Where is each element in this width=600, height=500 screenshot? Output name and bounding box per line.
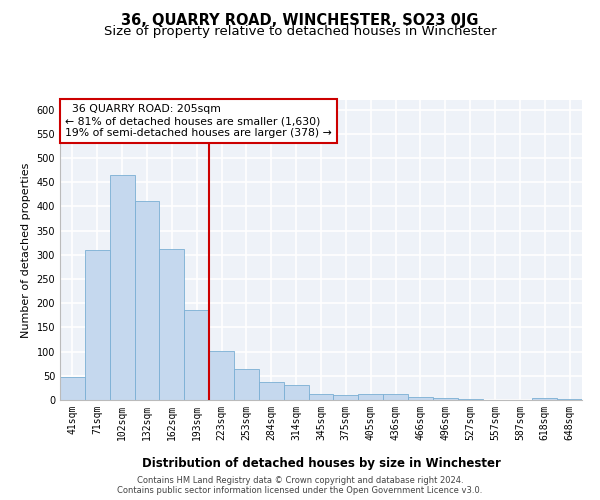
- Bar: [85, 250, 110, 400]
- Y-axis label: Number of detached properties: Number of detached properties: [21, 162, 31, 338]
- Text: Distribution of detached houses by size in Winchester: Distribution of detached houses by size …: [142, 458, 500, 470]
- Bar: [532, 398, 557, 400]
- Bar: [433, 398, 458, 400]
- Bar: [383, 394, 408, 400]
- Bar: [259, 382, 284, 400]
- Bar: [557, 398, 582, 400]
- Bar: [234, 368, 259, 400]
- Bar: [110, 175, 134, 400]
- Bar: [209, 350, 234, 400]
- Bar: [184, 310, 209, 400]
- Text: Contains HM Land Registry data © Crown copyright and database right 2024.
Contai: Contains HM Land Registry data © Crown c…: [118, 476, 482, 495]
- Bar: [334, 395, 358, 400]
- Bar: [160, 249, 184, 400]
- Bar: [60, 378, 85, 400]
- Bar: [358, 394, 383, 400]
- Bar: [284, 386, 308, 400]
- Text: Size of property relative to detached houses in Winchester: Size of property relative to detached ho…: [104, 25, 496, 38]
- Bar: [134, 200, 160, 400]
- Bar: [458, 399, 482, 400]
- Bar: [408, 397, 433, 400]
- Bar: [308, 394, 334, 400]
- Text: 36 QUARRY ROAD: 205sqm
← 81% of detached houses are smaller (1,630)
19% of semi-: 36 QUARRY ROAD: 205sqm ← 81% of detached…: [65, 104, 332, 138]
- Text: 36, QUARRY ROAD, WINCHESTER, SO23 0JG: 36, QUARRY ROAD, WINCHESTER, SO23 0JG: [121, 12, 479, 28]
